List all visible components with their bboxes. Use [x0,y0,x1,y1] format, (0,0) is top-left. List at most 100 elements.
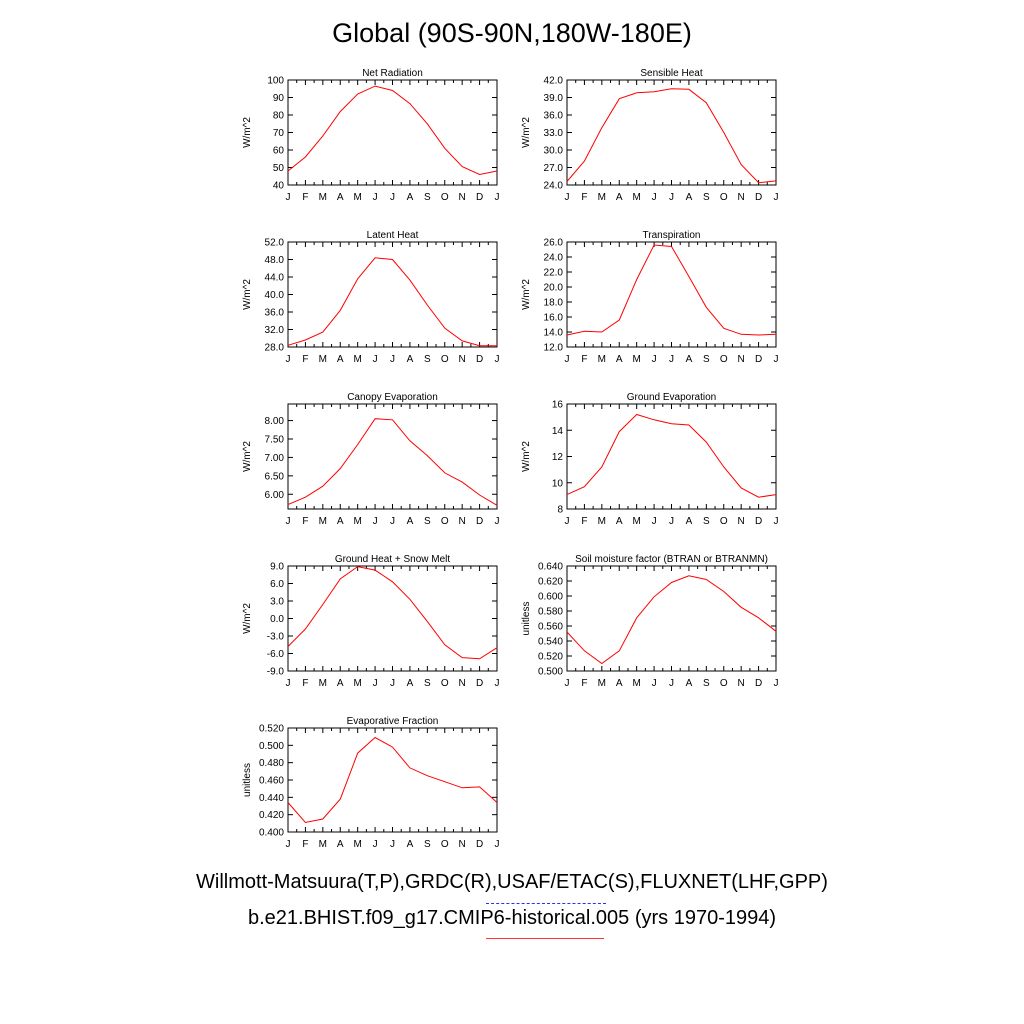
x-tick-label: A [686,192,693,203]
x-tick-label: M [598,192,606,203]
x-tick-label: N [459,839,466,850]
x-tick-label: A [616,516,623,527]
x-tick-label: J [286,516,291,527]
x-tick-label: J [669,192,674,203]
y-tick-label: 12 [552,452,564,463]
y-tick-label: 36.0 [265,308,285,319]
y-tick-label: 14.0 [544,328,564,339]
x-tick-label: M [319,516,327,527]
x-tick-label: M [598,678,606,689]
x-tick-label: A [407,516,414,527]
x-tick-label: J [286,192,291,203]
x-tick-label: S [703,516,710,527]
y-tick-label: 32.0 [265,325,285,336]
x-tick-label: M [319,678,327,689]
y-tick-label: 0.560 [538,622,563,633]
x-tick-label: M [632,516,640,527]
x-tick-label: A [686,516,693,527]
x-tick-label: D [755,678,762,689]
obs-dataset-label: Willmott-Matsuura(T,P),GRDC(R),USAF/ETAC… [196,871,828,893]
y-tick-label: 20.0 [544,283,564,294]
y-tick-label: 40 [273,181,285,192]
x-tick-label: A [686,678,693,689]
y-tick-label: 52.0 [265,238,285,249]
y-tick-label: 0.580 [538,607,563,618]
x-tick-label: A [616,678,623,689]
y-tick-label: 70 [273,128,285,139]
x-tick-label: J [390,354,395,365]
y-tick-label: 7.00 [265,453,285,464]
y-tick-label: 6.00 [265,490,285,501]
x-tick-label: A [337,839,344,850]
x-tick-label: M [632,192,640,203]
x-tick-label: F [581,678,587,689]
y-axis-label: unitless [521,602,532,636]
y-tick-label: 27.0 [544,163,564,174]
x-tick-label: N [459,354,466,365]
y-tick-label: 14 [552,426,564,437]
x-tick-label: D [755,354,762,365]
series-line [566,575,777,665]
x-tick-label: S [424,839,431,850]
y-tick-label: 50 [273,163,285,174]
x-tick-label: N [459,678,466,689]
x-tick-label: J [373,516,378,527]
x-tick-label: O [720,516,728,527]
y-tick-label: 36.0 [544,111,564,122]
y-tick-label: -9.0 [267,667,285,678]
series-line [566,413,777,498]
x-tick-label: O [441,516,449,527]
x-tick-label: J [669,516,674,527]
chart-title: Net Radiation [362,68,423,79]
y-tick-label: 28.0 [265,343,285,354]
x-tick-label: F [581,516,587,527]
chart-panel: Soil moisture factor (BTRAN or BTRANMN) u… [521,554,779,689]
x-tick-label: M [353,678,361,689]
y-axis-label: W/m^2 [521,279,532,310]
y-tick-label: 60 [273,146,285,157]
y-tick-label: 40.0 [265,290,285,301]
x-tick-label: A [337,678,344,689]
x-tick-label: J [565,192,570,203]
y-tick-label: -6.0 [267,649,285,660]
x-tick-label: M [319,839,327,850]
series-line [287,85,498,176]
chart-title: Transpiration [643,230,701,241]
y-tick-label: -3.0 [267,632,285,643]
y-tick-label: 9.0 [270,562,284,573]
x-tick-label: J [373,839,378,850]
x-tick-label: A [337,192,344,203]
x-tick-label: N [738,354,745,365]
y-tick-label: 0.460 [259,776,284,787]
y-tick-label: 8.00 [265,416,285,427]
x-tick-label: J [774,678,779,689]
y-tick-label: 10 [552,478,564,489]
x-tick-label: J [669,354,674,365]
x-tick-label: J [495,839,500,850]
plot-frame [566,241,777,348]
series-line [287,736,498,824]
chart-title: Ground Heat + Snow Melt [335,554,451,565]
y-axis-label: W/m^2 [242,603,253,634]
x-tick-label: O [720,192,728,203]
series-line [566,88,777,184]
y-axis-label: W/m^2 [242,117,253,148]
y-tick-label: 7.50 [265,435,285,446]
x-tick-label: J [390,192,395,203]
x-tick-label: D [755,192,762,203]
x-tick-label: M [598,516,606,527]
x-tick-label: M [598,354,606,365]
x-tick-label: S [703,354,710,365]
y-tick-label: 48.0 [265,255,285,266]
x-tick-label: J [286,354,291,365]
chart-title: Canopy Evaporation [347,392,438,403]
plot-frame [566,403,777,510]
x-tick-label: J [652,516,657,527]
y-axis-label: W/m^2 [521,441,532,472]
x-tick-label: M [353,354,361,365]
